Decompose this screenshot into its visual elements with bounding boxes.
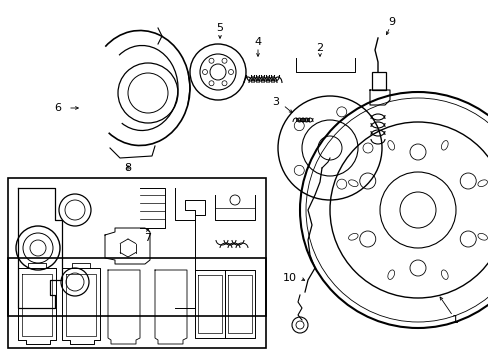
Text: 9: 9 [387, 17, 395, 27]
Text: 6: 6 [54, 103, 61, 113]
Text: 5: 5 [216, 23, 223, 33]
Bar [8, 258, 265, 348]
Text: 10: 10 [283, 273, 296, 283]
Text: 3: 3 [272, 97, 279, 107]
Text: 8: 8 [124, 163, 131, 173]
Text: 4: 4 [254, 37, 261, 47]
Text: 1: 1 [450, 315, 458, 325]
Bar [8, 178, 265, 316]
Text: 7: 7 [144, 233, 151, 243]
Text: 2: 2 [316, 43, 323, 53]
Bar [371, 72, 385, 90]
